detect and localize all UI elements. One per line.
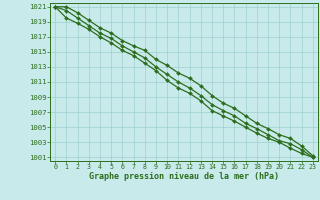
X-axis label: Graphe pression niveau de la mer (hPa): Graphe pression niveau de la mer (hPa) — [89, 172, 279, 181]
